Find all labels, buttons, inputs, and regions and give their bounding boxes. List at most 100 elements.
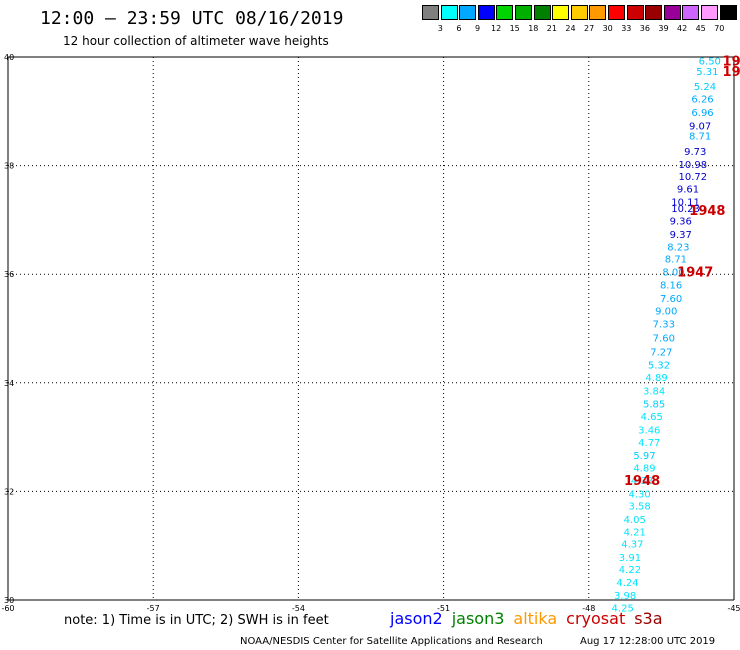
wave-height-label: 5.85 (643, 399, 665, 410)
wave-height-label: 8.23 (667, 243, 689, 254)
wave-height-label: 8.71 (689, 132, 711, 143)
wave-height-label: 4.77 (638, 438, 660, 449)
wave-height-label: 9.36 (670, 216, 692, 227)
wave-height-label: 8.71 (665, 254, 687, 265)
grid-lines (7, 56, 735, 601)
credit-text: NOAA/NESDIS Center for Satellite Applica… (240, 636, 543, 647)
time-label: 1947 (677, 265, 713, 280)
scale-label: 33 (621, 24, 632, 33)
scale-label: 30 (602, 24, 613, 33)
axis-tick-labels: -60 -57 -54 -51 -48 -45 30 32 34 36 38 40 (1, 53, 740, 613)
scale-swatch (552, 5, 570, 20)
wave-height-label: 4.05 (624, 515, 646, 526)
y-tick-label: 32 (4, 487, 14, 496)
wave-height-label: 7.27 (650, 347, 672, 358)
wave-height-label: 4.89 (633, 464, 655, 475)
scale-swatch (570, 5, 588, 20)
chart-title: 12:00 – 23:59 UTC 08/16/2019 (40, 8, 344, 29)
scale-label: 70 (714, 24, 725, 33)
time-label: 1948 (689, 204, 725, 219)
scale-swatch (701, 5, 718, 20)
x-tick-label: -57 (147, 604, 160, 613)
scale-swatch (608, 5, 625, 20)
wave-height-label: 3.46 (638, 425, 660, 436)
scale-label: 18 (528, 24, 539, 33)
wave-height-label: 7.33 (653, 320, 675, 331)
scale-swatch (496, 5, 514, 20)
scale-label: 27 (584, 24, 595, 33)
wave-height-label: 3.98 (614, 591, 636, 602)
wave-height-label: 9.73 (684, 147, 706, 158)
wave-height-label: 4.21 (624, 528, 646, 539)
wave-height-label: 9.07 (689, 121, 711, 132)
wave-height-label: 6.96 (691, 108, 713, 119)
satellite-label: jason2 (390, 609, 443, 628)
scale-swatch (477, 5, 495, 20)
wave-height-label: 5.97 (633, 451, 655, 462)
scale-label: 21 (546, 24, 557, 33)
time-label: 19 (723, 54, 740, 69)
scale-swatch (515, 5, 532, 20)
wave-height-label: 4.38 (631, 476, 653, 487)
x-tick-label: -48 (582, 604, 595, 613)
wave-height-label: 5.31 (696, 67, 718, 78)
wave-height-points: 6.505.315.246.266.969.078.719.7310.9810.… (612, 56, 721, 614)
wave-height-label: 6.26 (691, 94, 713, 105)
wave-height-label: 7.60 (653, 334, 675, 345)
scale-swatch (663, 5, 681, 20)
y-tick-label: 30 (4, 596, 14, 605)
footer-note: note: 1) Time is in UTC; 2) SWH is in fe… (64, 613, 329, 628)
wave-height-label: 4.65 (641, 412, 663, 423)
wave-height-label: 3.91 (619, 553, 641, 564)
wave-height-label: 10.98 (679, 160, 708, 171)
satellite-label: s3a (634, 609, 663, 628)
x-tick-label: -51 (437, 604, 450, 613)
x-tick-label: -54 (292, 604, 305, 613)
satellite-label: cryosat (566, 609, 626, 628)
wave-height-label: 10.11 (671, 197, 700, 208)
wave-height-label: 4.30 (628, 490, 650, 501)
generated-timestamp: Aug 17 12:28:00 UTC 2019 (580, 636, 716, 647)
wave-height-label: 5.24 (694, 82, 716, 93)
wave-height-label: 3.84 (643, 386, 665, 397)
wave-height-label: 5.32 (648, 360, 670, 371)
scale-swatch (682, 5, 700, 20)
wave-height-label: 4.89 (645, 373, 667, 384)
x-tick-label: -45 (727, 604, 740, 613)
wave-height-label: 9.00 (655, 307, 677, 318)
wave-height-label: 4.37 (621, 540, 643, 551)
scale-label: 24 (565, 24, 576, 33)
scale-swatch (533, 5, 551, 20)
y-tick-label: 34 (4, 379, 14, 388)
scale-swatch (719, 5, 737, 20)
wave-height-label: 10.72 (679, 172, 708, 183)
scale-label: 39 (658, 24, 669, 33)
time-label: 1948 (624, 474, 660, 489)
wave-height-label: 3.58 (628, 502, 650, 513)
wave-height-label: 4.25 (612, 604, 634, 615)
wave-height-label: 6.50 (699, 56, 721, 67)
wave-height-label: 9.37 (670, 230, 692, 241)
y-tick-label: 38 (4, 162, 14, 171)
chart-subtitle: 12 hour collection of altimeter wave hei… (63, 34, 329, 48)
wave-height-label: 4.24 (616, 578, 638, 589)
scale-swatch (440, 5, 458, 20)
scale-label: 42 (677, 24, 688, 33)
scale-label: 45 (695, 24, 706, 33)
scale-swatch (589, 5, 607, 20)
y-tick-label: 36 (4, 270, 14, 279)
x-tick-label: -60 (1, 604, 14, 613)
scale-label: 36 (639, 24, 650, 33)
wave-height-label: 7.60 (660, 294, 682, 305)
scale-label: 6 (456, 24, 462, 33)
wave-height-label: 9.61 (677, 184, 699, 195)
time-label: 19 (723, 65, 740, 80)
satellite-legend: jason2 jason3 altika cryosat s3a (390, 609, 672, 628)
scale-swatch (626, 5, 644, 20)
scale-label: 12 (491, 24, 502, 33)
satellite-label: jason3 (451, 609, 505, 628)
scale-label: 9 (474, 24, 481, 33)
satellite-label: altika (513, 609, 558, 628)
